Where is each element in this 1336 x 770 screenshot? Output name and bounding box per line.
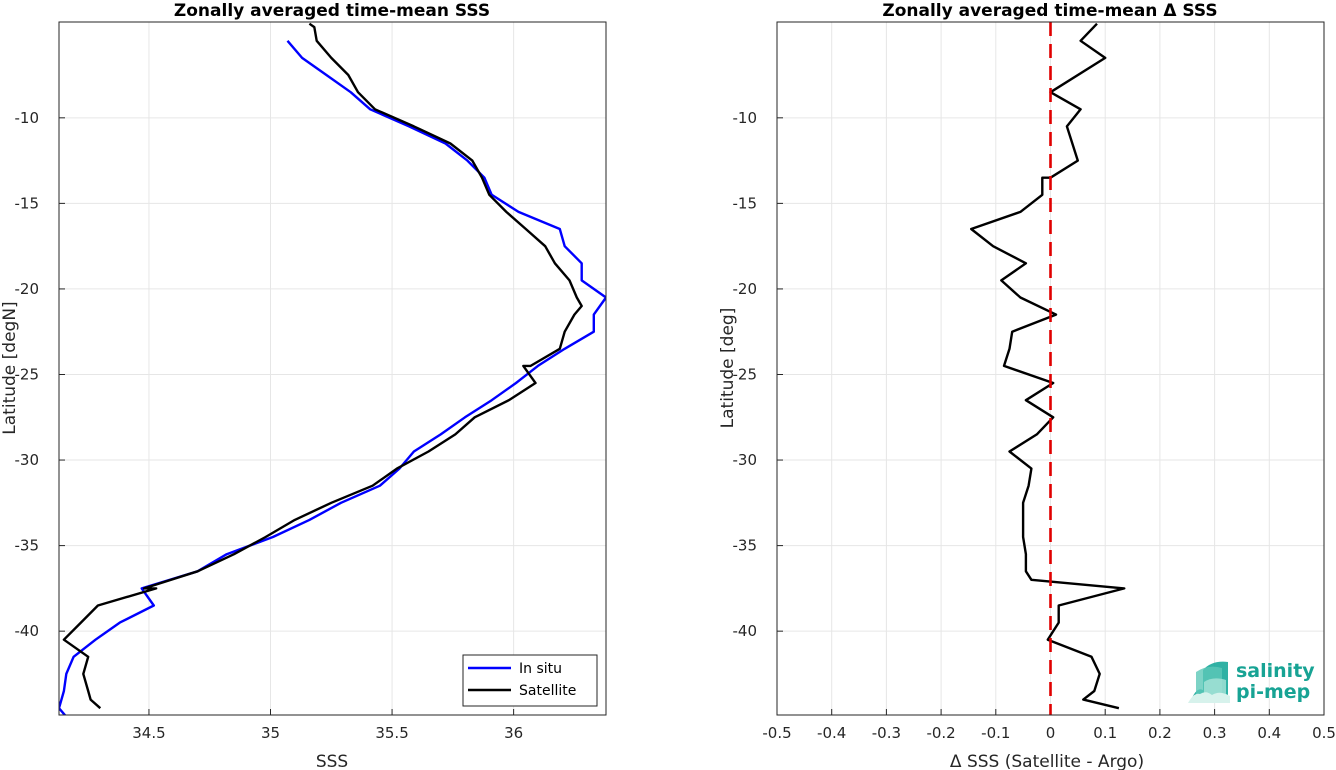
y-tick-label: -35: [15, 537, 40, 555]
x-tick-label: -0.1: [981, 724, 1010, 742]
x-tick-label: -0.5: [762, 724, 791, 742]
right-x-axis-label: Δ SSS (Satellite - Argo): [950, 752, 1144, 770]
y-tick-label: -35: [733, 537, 758, 555]
x-tick-label: 36: [504, 724, 523, 742]
panel-right-delta-sss: -0.5 -0.4 -0.3 -0.2 -0.1 0 0.1 0.2 0.3 0.4 0.5 -10 -…: [718, 1, 1336, 770]
y-tick-label: -40: [15, 622, 40, 640]
y-tick-label: -25: [15, 365, 40, 383]
y-tick-label: -40: [733, 622, 758, 640]
left-grid: [59, 22, 606, 715]
legend-label-satellite: Satellite: [519, 683, 576, 699]
x-tick-label: -0.4: [817, 724, 846, 742]
x-tick-label: -0.2: [926, 724, 955, 742]
salinity-pi-mep-logo: salinity pi-mep: [1188, 660, 1315, 703]
right-y-axis-label: Latitude [deg]: [718, 308, 738, 429]
left-axes-frame: [58, 21, 607, 716]
left-ticks: 34.5 35 35.5 36 -10 -15 -20 -25 -30 -35 -40: [15, 109, 524, 742]
legend-box: [462, 654, 598, 707]
left-x-axis-label: SSS: [316, 752, 348, 770]
y-tick-label: -10: [15, 109, 40, 127]
y-tick-label: -30: [733, 451, 758, 469]
y-tick-label: -10: [733, 109, 758, 127]
y-tick-label: -30: [15, 451, 40, 469]
y-tick-label: -20: [733, 280, 758, 298]
x-tick-label: 0.4: [1257, 724, 1281, 742]
x-tick-label: 0.3: [1203, 724, 1227, 742]
x-tick-label: 0.2: [1148, 724, 1172, 742]
left-chart-title: Zonally averaged time-mean SSS: [174, 1, 490, 21]
left-data-lines: [59, 22, 606, 715]
y-tick-label: -15: [733, 194, 758, 212]
legend-label-in-situ: In situ: [519, 661, 562, 677]
x-tick-label: 0.1: [1093, 724, 1117, 742]
right-data-lines: [970, 22, 1126, 715]
right-chart-title: Zonally averaged time-mean Δ SSS: [882, 1, 1217, 21]
series-line-in-situ: [59, 40, 606, 715]
y-tick-label: -20: [15, 280, 40, 298]
right-ticks: -0.5 -0.4 -0.3 -0.2 -0.1 0 0.1 0.2 0.3 0.4 0.5 -10 -…: [733, 109, 1336, 742]
x-tick-label: 34.5: [132, 724, 165, 742]
x-tick-label: 35: [261, 724, 280, 742]
x-tick-label: 35.5: [375, 724, 408, 742]
y-tick-label: -25: [733, 365, 758, 383]
series-line-satellite: [62, 22, 583, 710]
panel-left-sss: 34.5 35 35.5 36 -10 -15 -20 -25 -30 -35 -40 Zonall…: [0, 1, 607, 770]
x-tick-label: 0: [1046, 724, 1056, 742]
x-tick-label: -0.3: [872, 724, 901, 742]
right-axes-frame: [776, 21, 1325, 716]
logo-text-pi-mep: pi-mep: [1236, 681, 1310, 703]
left-y-axis-label: Latitude [degN]: [0, 301, 20, 434]
y-tick-label: -15: [15, 194, 40, 212]
legend: In situ Satellite: [462, 654, 598, 707]
x-tick-label: 0.5: [1312, 724, 1336, 742]
logo-text-salinity: salinity: [1236, 660, 1315, 682]
logo-wave-icon: [1188, 661, 1230, 703]
